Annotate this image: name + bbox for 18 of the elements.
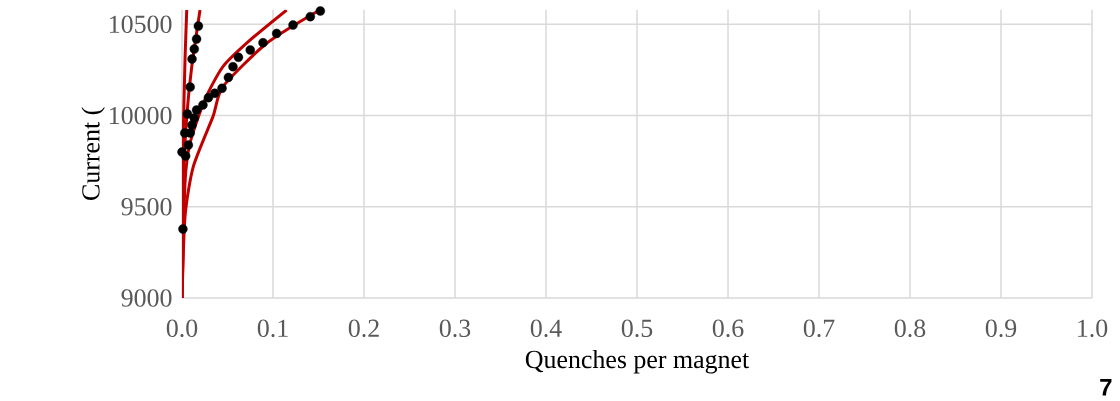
- x-tick-label: 0.3: [439, 319, 471, 338]
- x-tick-label: 0.7: [803, 319, 835, 338]
- x-tick-label: 0.5: [621, 319, 653, 338]
- x-tick-label: 0.6: [712, 319, 744, 338]
- text: 7: [1100, 379, 1112, 396]
- x-tick-label: 0.0: [166, 319, 198, 338]
- x-axis-title: Quenches per magnet: [525, 349, 750, 374]
- x-tick-label: 1.0: [1078, 319, 1108, 338]
- x-tick-label: 0.4: [530, 319, 562, 338]
- x-tick-label: 0.2: [348, 319, 379, 338]
- x-tick-label: 0.9: [985, 319, 1017, 338]
- x-tick-label: 0.8: [894, 319, 926, 338]
- y-tick-label: 10000: [110, 106, 172, 125]
- y-tick-label: 9000: [121, 289, 172, 307]
- y-tick-label: 10500: [110, 15, 172, 34]
- x-tick-label: 0.1: [257, 319, 288, 338]
- y-tick-label: 9500: [121, 198, 172, 216]
- y-axis-title: Current (: [81, 107, 105, 200]
